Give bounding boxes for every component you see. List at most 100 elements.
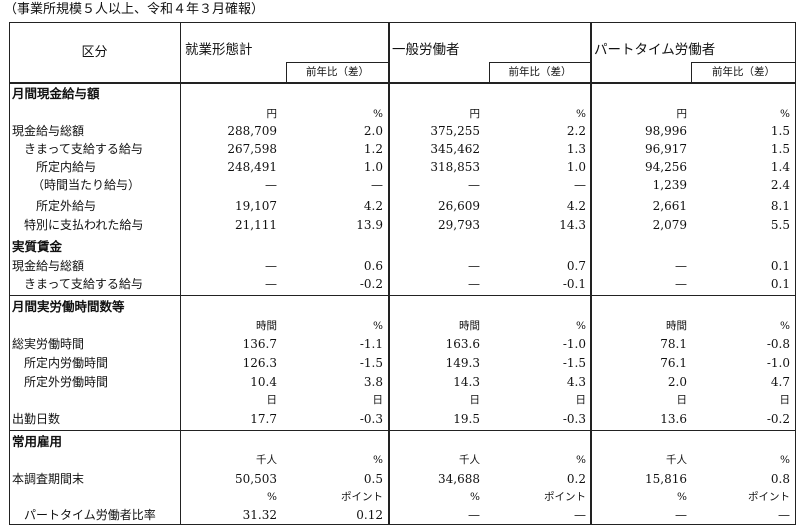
cell: — (468, 508, 480, 522)
cell: % (576, 454, 586, 466)
cell: 136.7 (242, 337, 277, 351)
cell: 4.7 (770, 375, 790, 389)
cell: 248,491 (227, 160, 277, 174)
cell: 5.5 (770, 218, 790, 232)
prev-year-label: 前年比（差） (712, 66, 775, 78)
row-label: 所定内給与 (36, 160, 97, 174)
cell: — (574, 508, 586, 522)
cell: 14.3 (559, 218, 586, 232)
section-real-wages: 実質賃金 (12, 239, 63, 254)
cell: 4.2 (566, 199, 586, 213)
cell: 円 (676, 108, 688, 120)
cell: 0.1 (770, 277, 790, 291)
cell: 345,462 (430, 142, 480, 156)
cell: 2.0 (363, 124, 383, 138)
cell: 13.6 (660, 412, 687, 426)
cell: 0.1 (770, 259, 790, 273)
cell: 13.9 (356, 218, 383, 232)
cell: 375,255 (430, 124, 480, 138)
cell: 19,107 (235, 199, 277, 213)
cell: — (675, 259, 687, 273)
row-label: パートタイム労働者比率 (24, 508, 156, 522)
cell: 19.5 (453, 412, 480, 426)
cell: 14.3 (453, 375, 480, 389)
cell: 0.7 (566, 259, 586, 273)
cell: 時間 (666, 320, 687, 332)
cell: — (265, 178, 277, 192)
cell: — (468, 178, 480, 192)
cell: 時間 (459, 320, 480, 332)
cell: — (371, 178, 383, 192)
header-col-general: 一般労働者 (392, 42, 460, 58)
row-label: 出勤日数 (12, 412, 61, 426)
statistics-table: 区分 就業形態計 一般労働者 パートタイム労働者 前年比（差） 前年比（差） 前… (9, 22, 796, 525)
cell: 17.7 (250, 412, 277, 426)
row-label: きまって支給する給与 (24, 277, 143, 291)
cell: — (265, 277, 277, 291)
row-label: 所定外労働時間 (24, 375, 109, 389)
cell: % (373, 454, 383, 466)
section-divider (9, 295, 796, 296)
cell: 日 (266, 394, 278, 406)
cell: 21,111 (235, 218, 277, 232)
row-label: 所定外給与 (36, 199, 97, 213)
cell: 日 (779, 394, 791, 406)
row-label: 現金給与総額 (12, 259, 85, 273)
cell: 2,661 (652, 199, 687, 213)
cell: 149.3 (445, 356, 480, 370)
row-label: （時間当たり給与） (32, 178, 141, 192)
cell: 29,793 (438, 218, 480, 232)
cell: — (675, 508, 687, 522)
section-employment: 常用雇用 (12, 434, 63, 449)
cell: 千人 (459, 454, 480, 466)
cell: 1,239 (652, 178, 687, 192)
cell: 34,688 (438, 472, 480, 486)
prev-year-box (489, 62, 591, 83)
cell: 1.5 (770, 124, 790, 138)
cell: 4.3 (566, 375, 586, 389)
cell: 8.1 (770, 199, 790, 213)
cell: — (675, 277, 687, 291)
cell: 10.4 (250, 375, 277, 389)
cell: 267,598 (227, 142, 277, 156)
cell: 94,256 (645, 160, 687, 174)
cell: 円 (266, 108, 278, 120)
prev-year-box (286, 62, 389, 83)
cell: 50,503 (235, 472, 277, 486)
cell: % (470, 491, 480, 503)
cell: — (778, 508, 790, 522)
cell: 2.0 (667, 375, 687, 389)
cell: 0.2 (566, 472, 586, 486)
header-col-total: 就業形態計 (185, 42, 253, 58)
cell: % (780, 320, 790, 332)
cell: 1.0 (363, 160, 383, 174)
row-label: 総実労働時間 (12, 337, 85, 351)
section-divider (9, 430, 796, 431)
cell: 318,853 (430, 160, 480, 174)
table-caption: （事業所規模５人以上、令和４年３月確報） (4, 2, 265, 17)
cell: 0.6 (363, 259, 383, 273)
header-divider (9, 82, 796, 84)
cell: ポイント (544, 491, 586, 503)
prev-year-label: 前年比（差） (306, 66, 369, 78)
cell: ポイント (748, 491, 790, 503)
prev-year-label: 前年比（差） (508, 66, 572, 78)
cell: 76.1 (660, 356, 687, 370)
cell: 4.2 (363, 199, 383, 213)
cell: 日 (575, 394, 587, 406)
cell: 2,079 (652, 218, 687, 232)
cell: 千人 (666, 454, 687, 466)
cell: -1.5 (359, 356, 383, 370)
cell: 時間 (256, 320, 277, 332)
cell: ポイント (341, 491, 383, 503)
cell: -0.3 (562, 412, 586, 426)
cell: % (373, 108, 383, 120)
row-label: 現金給与総額 (12, 124, 85, 138)
cell: — (468, 277, 480, 291)
cell: -0.2 (359, 277, 383, 291)
cell: 3.8 (363, 375, 383, 389)
cell: -1.0 (562, 337, 586, 351)
cell: % (576, 108, 586, 120)
cell: 1.5 (770, 142, 790, 156)
cell: 1.4 (770, 160, 790, 174)
